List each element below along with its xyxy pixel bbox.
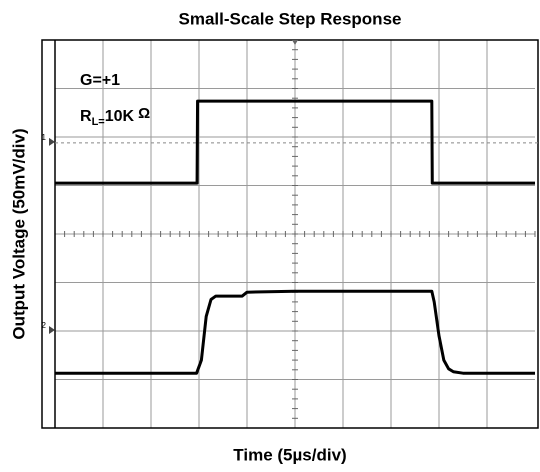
- trace: [55, 289, 535, 375]
- channel-marker: [49, 326, 55, 335]
- trigger-marker: [292, 40, 298, 45]
- channel-label: 1: [42, 133, 47, 142]
- channel-label: 2: [42, 321, 47, 330]
- load-value: 10K: [105, 108, 135, 125]
- channel-marker: [49, 137, 55, 146]
- load-unit: Ω: [138, 105, 150, 122]
- x-axis-label: Time (5µs/div): [233, 445, 346, 464]
- load-subscript: L=: [92, 116, 105, 128]
- gain-annotation: G=+1: [80, 72, 120, 89]
- chart-title: Small-Scale Step Response: [179, 9, 402, 28]
- trace: [55, 99, 535, 185]
- plot-frame: [41, 39, 539, 429]
- load-annotation: RL=10K Ω: [80, 105, 150, 128]
- load-symbol: R: [80, 108, 92, 125]
- y-axis-label: Output Voltage (50mV/div): [9, 128, 28, 339]
